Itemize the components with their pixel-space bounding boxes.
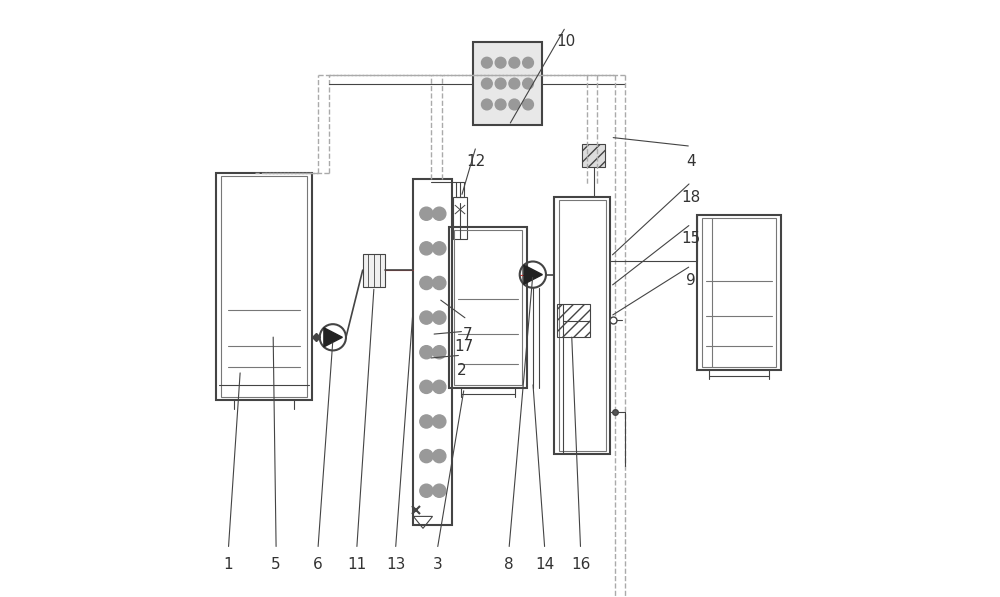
Text: 5: 5 — [271, 556, 281, 572]
Circle shape — [433, 276, 446, 290]
Circle shape — [509, 57, 520, 68]
Circle shape — [420, 346, 433, 359]
Bar — [557, 304, 590, 337]
Circle shape — [523, 99, 533, 110]
Bar — [453, 197, 467, 239]
Text: 7: 7 — [462, 327, 472, 342]
Text: 8: 8 — [504, 556, 514, 572]
Text: 2: 2 — [456, 362, 466, 378]
Circle shape — [420, 311, 433, 324]
Text: 17: 17 — [455, 338, 474, 354]
Circle shape — [509, 78, 520, 89]
Text: 6: 6 — [313, 556, 323, 572]
Bar — [697, 215, 781, 370]
Circle shape — [495, 57, 506, 68]
Circle shape — [481, 57, 492, 68]
Text: 3: 3 — [432, 556, 442, 572]
Text: 11: 11 — [347, 556, 366, 572]
Circle shape — [433, 242, 446, 255]
Circle shape — [433, 450, 446, 463]
Polygon shape — [524, 265, 542, 284]
Circle shape — [420, 450, 433, 463]
Circle shape — [481, 78, 492, 89]
Circle shape — [433, 346, 446, 359]
Circle shape — [420, 276, 433, 290]
Circle shape — [433, 311, 446, 324]
Bar — [473, 42, 542, 125]
Bar — [554, 197, 610, 454]
Bar — [449, 227, 527, 388]
Bar — [454, 230, 522, 385]
Text: 16: 16 — [571, 556, 590, 572]
Bar — [582, 144, 605, 167]
Bar — [216, 173, 312, 400]
Circle shape — [420, 207, 433, 220]
Bar — [363, 254, 385, 287]
Text: 10: 10 — [556, 34, 575, 50]
Text: 1: 1 — [224, 556, 233, 572]
Circle shape — [433, 484, 446, 497]
Text: 14: 14 — [535, 556, 554, 572]
Bar — [456, 182, 464, 197]
Circle shape — [523, 57, 533, 68]
Circle shape — [495, 78, 506, 89]
Text: 9: 9 — [686, 273, 696, 288]
Circle shape — [433, 207, 446, 220]
Circle shape — [433, 380, 446, 393]
Circle shape — [420, 242, 433, 255]
Bar — [413, 179, 452, 525]
Text: 15: 15 — [681, 231, 701, 247]
Circle shape — [523, 78, 533, 89]
Bar — [559, 200, 606, 451]
Circle shape — [420, 380, 433, 393]
Text: 4: 4 — [686, 153, 696, 169]
Circle shape — [495, 99, 506, 110]
Bar — [221, 176, 307, 397]
Text: 13: 13 — [386, 556, 405, 572]
Polygon shape — [324, 328, 342, 347]
Circle shape — [420, 484, 433, 497]
Bar — [702, 218, 776, 367]
Text: 12: 12 — [466, 153, 486, 169]
Circle shape — [481, 99, 492, 110]
Circle shape — [509, 99, 520, 110]
Circle shape — [433, 415, 446, 428]
Circle shape — [420, 415, 433, 428]
Text: 18: 18 — [681, 189, 701, 205]
